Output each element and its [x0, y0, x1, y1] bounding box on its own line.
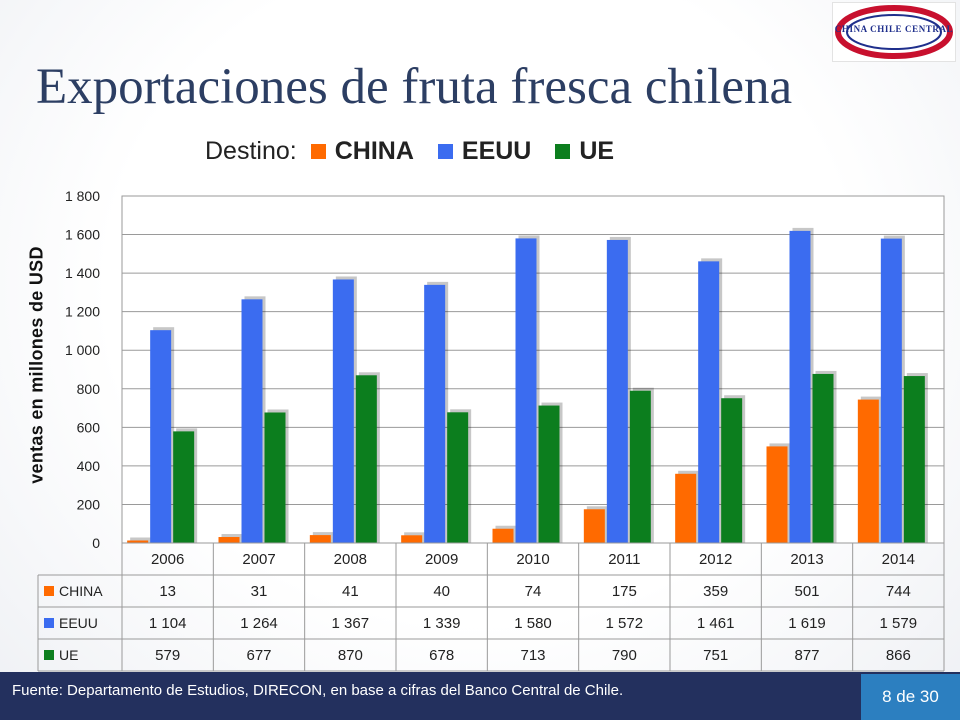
legend-label-ue: UE	[579, 136, 615, 165]
page-number: 8 de 30	[861, 674, 960, 720]
data-label: 359	[703, 583, 728, 600]
bar-ue-2007	[264, 412, 286, 543]
bar-china-2009	[401, 535, 423, 543]
bar-eeuu-2010	[515, 238, 537, 543]
bar-eeuu-2011	[606, 239, 628, 543]
source-note: Fuente: Departamento de Estudios, DIRECO…	[12, 682, 624, 699]
y-tick-label: 600	[77, 419, 101, 435]
legend-item-ue: UE	[555, 137, 614, 166]
bar-china-2006	[127, 540, 149, 543]
bar-ue-2013	[812, 373, 834, 543]
bar-ue-2006	[173, 431, 195, 543]
data-label: 1 461	[697, 615, 735, 632]
data-label: 1 580	[514, 615, 552, 632]
data-label: 677	[246, 647, 271, 664]
bar-china-2007	[218, 537, 240, 543]
chart-legend: Destino: CHINA EEUU UE	[205, 134, 638, 168]
data-label: 678	[429, 647, 454, 664]
data-label: 41	[342, 583, 359, 600]
data-label: 13	[159, 583, 176, 600]
bar-china-2010	[492, 528, 514, 543]
bar-ue-2014	[903, 376, 925, 543]
legend-swatch-eeuu	[437, 143, 453, 159]
bar-eeuu-2006	[150, 330, 172, 543]
legend-swatch-china	[310, 143, 326, 159]
bar-eeuu-2009	[424, 284, 446, 543]
bar-eeuu-2007	[241, 299, 263, 543]
x-tick-label: 2007	[242, 551, 275, 568]
legend-label-eeuu: EEUU	[461, 136, 532, 165]
china-chile-central-logo: CHINA CHILE CENTRAL	[832, 2, 956, 62]
bar-china-2014	[857, 399, 879, 543]
y-tick-label: 1 000	[65, 342, 100, 358]
table-series-name: UE	[59, 647, 78, 663]
bar-ue-2010	[538, 405, 560, 543]
data-label: 1 619	[788, 615, 826, 632]
data-label: 744	[886, 583, 911, 600]
legend-label-china: CHINA	[334, 136, 414, 165]
table-series-name: CHINA	[59, 583, 103, 599]
data-label: 501	[794, 583, 819, 600]
x-tick-label: 2006	[151, 551, 184, 568]
table-legend-key	[44, 618, 54, 628]
y-tick-label: 0	[92, 535, 100, 551]
data-label: 877	[794, 647, 819, 664]
y-tick-label: 800	[77, 381, 101, 397]
legend-item-china: CHINA	[310, 136, 414, 166]
table-legend-key	[44, 650, 54, 660]
data-label: 74	[525, 583, 542, 600]
x-tick-label: 2008	[334, 551, 367, 568]
x-tick-label: 2009	[425, 551, 458, 568]
data-label: 1 339	[423, 615, 461, 632]
bar-chart-with-data-table: 0 200 400 600 800 1 000 1 200 1 400 1 600 1 800 20…	[37, 188, 945, 672]
bar-china-2011	[583, 509, 605, 543]
bar-ue-2011	[629, 390, 651, 543]
y-tick-label: 1 400	[65, 265, 100, 281]
x-tick-label: 2014	[882, 551, 915, 568]
slide-title: Exportaciones de fruta fresca chilena	[36, 59, 793, 115]
data-label: 870	[338, 647, 363, 664]
data-label: 31	[251, 583, 268, 600]
bar-eeuu-2012	[698, 261, 720, 543]
y-tick-label: 400	[77, 458, 101, 474]
bar-eeuu-2008	[332, 279, 354, 543]
bar-china-2013	[766, 446, 788, 543]
bar-shadow	[130, 537, 152, 543]
table-series-name: EEUU	[59, 615, 98, 631]
bar-ue-2012	[721, 398, 743, 543]
bar-eeuu-2013	[789, 230, 811, 544]
data-label: 1 579	[880, 615, 918, 632]
bar-ue-2008	[355, 375, 377, 543]
x-tick-label: 2010	[516, 551, 549, 568]
logo-emblem	[835, 5, 953, 59]
data-label: 866	[886, 647, 911, 664]
bar-china-2008	[309, 535, 331, 543]
data-label: 175	[612, 583, 637, 600]
y-tick-label: 1 600	[65, 227, 100, 243]
y-tick-label: 1 800	[65, 188, 100, 204]
bar-eeuu-2014	[880, 238, 902, 543]
table-legend-key	[44, 586, 54, 596]
data-label: 1 104	[149, 615, 187, 632]
legend-swatch-ue	[555, 143, 571, 159]
data-label: 1 572	[606, 615, 644, 632]
x-tick-label: 2013	[790, 551, 823, 568]
data-label: 790	[612, 647, 637, 664]
x-tick-label: 2012	[699, 551, 732, 568]
bar-china-2012	[675, 473, 697, 543]
bar-ue-2009	[447, 412, 469, 543]
footer-bar	[0, 672, 960, 720]
x-tick-label: 2011	[608, 551, 640, 568]
legend-prefix: Destino:	[205, 136, 297, 165]
data-label: 751	[703, 647, 728, 664]
data-label: 579	[155, 647, 180, 664]
y-tick-label: 1 200	[65, 304, 100, 320]
data-label: 713	[520, 647, 545, 664]
y-tick-label: 200	[77, 496, 101, 512]
data-label: 40	[433, 583, 450, 600]
legend-item-eeuu: EEUU	[437, 136, 532, 166]
logo-text: CHINA CHILE CENTRAL	[834, 24, 954, 34]
data-label: 1 264	[240, 615, 278, 632]
data-label: 1 367	[332, 615, 370, 632]
